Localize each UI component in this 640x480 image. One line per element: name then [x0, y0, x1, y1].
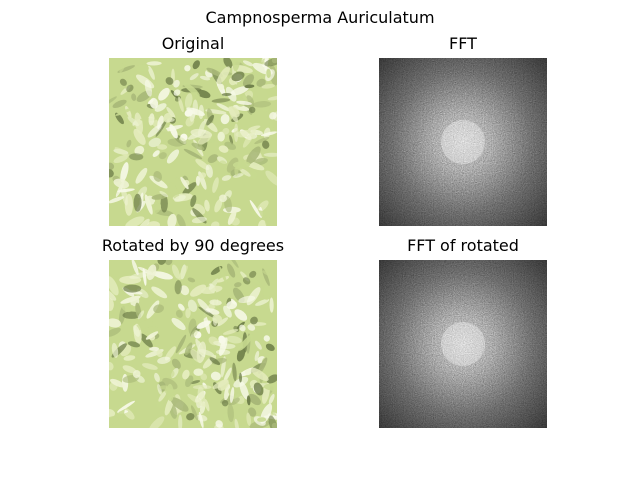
original-image-graphic: [109, 58, 277, 226]
fft-rotated-image: [379, 260, 547, 428]
panel-title-rotated: Rotated by 90 degrees: [101, 236, 285, 255]
rotated-image: [109, 260, 277, 428]
figure-title: Campnosperma Auriculatum: [205, 8, 435, 27]
panel-title-original: Original: [161, 34, 225, 53]
rotated-image-graphic: [109, 260, 277, 428]
panel-title-fft: FFT: [449, 34, 477, 53]
original-image: [109, 58, 277, 226]
fft-image-graphic: [379, 58, 547, 226]
fft-image: [379, 58, 547, 226]
fft-rotated-image-graphic: [379, 260, 547, 428]
panel-title-fft-rotated: FFT of rotated: [407, 236, 519, 255]
